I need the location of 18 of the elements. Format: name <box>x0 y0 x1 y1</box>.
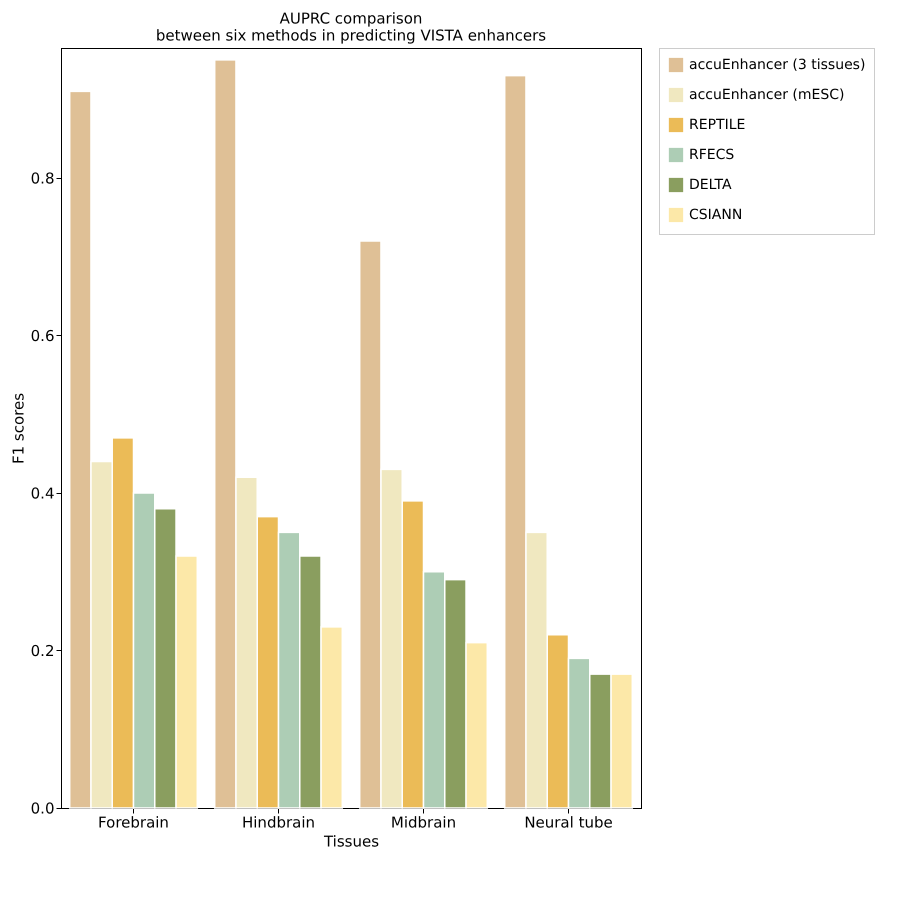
y-tick-label: 0.4 <box>30 484 54 502</box>
y-axis-title: F1 scores <box>10 392 28 464</box>
y-tick-label: 0.8 <box>30 169 54 188</box>
y-tick-label: 0.0 <box>30 800 54 818</box>
y-tick-label: 0.6 <box>30 326 54 345</box>
chart-title: AUPRC comparison between six methods in predicting VISTA enhancers <box>156 10 546 44</box>
x-axis-title: Tissues <box>322 832 380 850</box>
legend-label: accuEnhancer (3 tissues) <box>689 57 866 73</box>
legend-label: CSIANN <box>689 207 742 223</box>
legend-label: RFECS <box>689 147 734 163</box>
x-tick-label: Hindbrain <box>242 814 316 832</box>
x-tick-label: Neural tube <box>524 814 613 832</box>
legend-label: REPTILE <box>689 117 746 133</box>
y-tick-label: 0.2 <box>30 642 54 660</box>
legend-label: DELTA <box>689 177 732 193</box>
legend-label: accuEnhancer (mESC) <box>689 87 844 103</box>
x-tick-label: Midbrain <box>390 814 456 832</box>
x-tick-label: Forebrain <box>98 814 169 832</box>
